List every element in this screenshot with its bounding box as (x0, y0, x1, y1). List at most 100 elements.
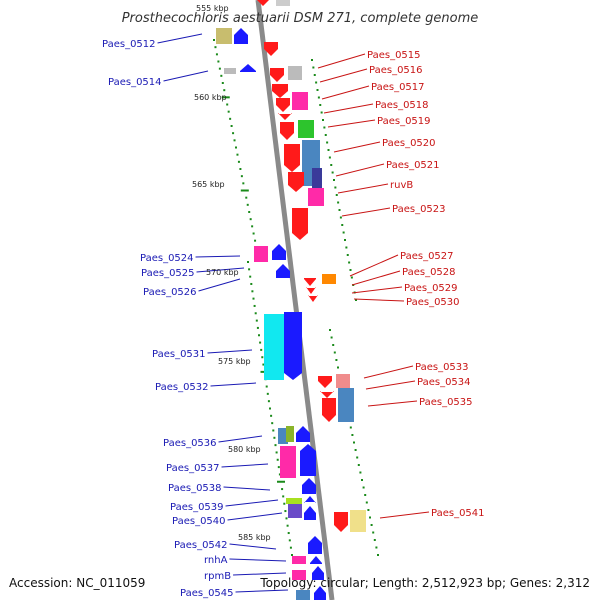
minor-tick (351, 434, 354, 436)
right-leader-line (337, 183, 389, 194)
minor-tick (218, 67, 221, 70)
gene-feature (284, 312, 302, 380)
minor-tick (270, 414, 273, 417)
gene-feature (280, 122, 294, 140)
gene-feature (292, 92, 308, 110)
gene-feature (298, 120, 314, 138)
left-leader-line (195, 255, 241, 258)
right-leader-line (323, 103, 374, 114)
right-leader-line (319, 68, 368, 83)
gene-feature (264, 42, 278, 56)
minor-tick (223, 89, 226, 92)
gene-feature (270, 68, 284, 82)
minor-tick (249, 218, 252, 221)
gene-feature (216, 28, 232, 44)
minor-tick (337, 201, 340, 204)
gene-feature (334, 512, 348, 532)
left-leader-line (229, 558, 287, 562)
scale-label: 585 kbp (238, 533, 271, 542)
gene-feature (304, 278, 316, 286)
gene-feature (286, 498, 302, 504)
backbone-track (255, 0, 335, 600)
gene-feature (310, 556, 322, 564)
left-gene-label: Paes_0537 (166, 463, 220, 474)
right-gene-labels: Paes_0515 Paes_0516 Paes_0517 Paes_0518 Paes… (367, 50, 485, 519)
gene-feature (306, 287, 316, 294)
minor-tick (348, 261, 351, 264)
minor-tick (272, 429, 275, 432)
left-gene-label: Paes_0526 (143, 287, 197, 298)
minor-tick (271, 422, 274, 425)
minor-tick (330, 164, 333, 166)
minor-tick (261, 356, 264, 359)
minor-tick (277, 466, 280, 469)
right-gene-label: ruvB (390, 180, 413, 191)
minor-tick (344, 239, 346, 241)
left-gene-label: Paes_0525 (141, 268, 195, 279)
gene-feature (272, 84, 288, 98)
minor-tick (355, 299, 357, 301)
left-leader-line (229, 543, 277, 550)
gene-feature (276, 98, 290, 112)
scale-label: 560 kbp (194, 93, 227, 102)
map-title: Prosthecochloris aestuarii DSM 271, comp… (122, 11, 479, 26)
gene-feature (312, 566, 324, 580)
gene-feature (312, 168, 322, 188)
right-leader-line (321, 85, 370, 100)
minor-tick (226, 103, 229, 106)
genome-backbone (255, 0, 335, 600)
minor-tick (322, 119, 324, 121)
minor-tick (335, 359, 338, 361)
left-leader-line (157, 33, 203, 44)
minor-tick (262, 363, 265, 366)
minor-tick (220, 74, 223, 77)
left-gene-label: Paes_0531 (152, 349, 206, 360)
right-leader-line (335, 163, 385, 177)
gene-feature (256, 0, 270, 6)
gene-feature (224, 68, 236, 74)
minor-tick (278, 473, 281, 476)
gene-feature (350, 510, 366, 532)
minor-tick (313, 74, 316, 76)
right-leader-line (333, 141, 381, 153)
gene-feature (286, 426, 294, 442)
gene-feature (308, 536, 322, 554)
minor-tick (233, 139, 236, 142)
minor-tick (370, 524, 373, 526)
gene-feature (336, 374, 350, 388)
minor-tick (286, 524, 289, 527)
right-leader-line (365, 380, 416, 390)
left-leader-line (163, 70, 209, 82)
gene-feature (300, 444, 316, 476)
major-tick (240, 189, 249, 192)
gene-feature (276, 0, 290, 6)
minor-tick (354, 449, 357, 451)
right-leader-line (327, 119, 376, 128)
left-gene-label: rpmB (204, 571, 231, 582)
left-gene-label: rnhA (204, 555, 228, 566)
gene-feature (308, 188, 324, 206)
gene-feature (278, 428, 288, 444)
minor-tick (259, 341, 262, 344)
minor-tick (346, 254, 349, 256)
minor-tick (232, 132, 235, 135)
minor-tick (248, 211, 251, 213)
right-gene-label: Paes_0519 (377, 116, 431, 127)
minor-tick (251, 225, 254, 228)
minor-tick (338, 209, 341, 211)
gene-feature (288, 504, 302, 518)
major-tick (277, 480, 285, 483)
gene-feature (314, 586, 326, 600)
minor-tick (326, 141, 329, 144)
right-gene-label: Paes_0518 (375, 100, 429, 111)
gene-feature (302, 478, 316, 494)
gene-feature (264, 314, 284, 380)
right-leader-line (317, 53, 366, 69)
minor-tick (254, 312, 257, 315)
minor-tick (349, 426, 352, 429)
left-gene-label: Paes_0538 (168, 483, 222, 494)
minor-tick (284, 510, 287, 513)
gene-feature (272, 244, 286, 260)
gene-feature (292, 556, 306, 564)
minor-tick (285, 517, 288, 520)
